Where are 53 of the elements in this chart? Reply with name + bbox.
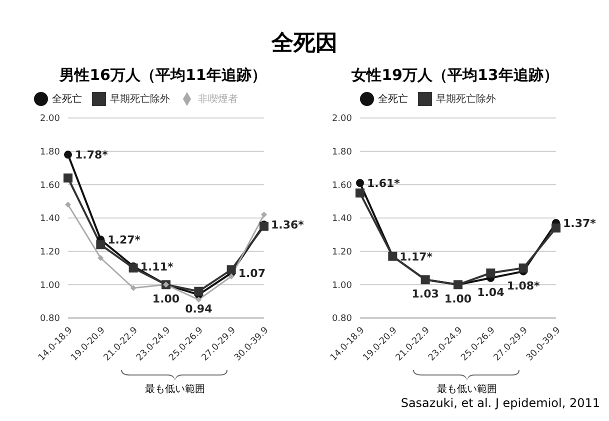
y-tick-label: 2.00 — [40, 114, 60, 124]
data-label: 1.07 — [238, 267, 266, 280]
y-tick-label: 1.20 — [332, 248, 352, 258]
point — [130, 285, 136, 291]
data-label: 1.17* — [400, 250, 433, 264]
point — [356, 179, 364, 187]
legend-label: 早期死亡除外 — [110, 94, 170, 105]
y-tick-label: 1.80 — [332, 148, 352, 158]
legend-label: 全死亡 — [378, 94, 408, 105]
data-label: 1.08* — [506, 279, 540, 292]
point — [486, 268, 496, 278]
point — [196, 296, 202, 303]
point — [96, 240, 106, 250]
point — [518, 264, 528, 272]
point — [65, 202, 71, 208]
y-tick-label: 1.00 — [40, 280, 60, 291]
chart-subtitle: 男性16万人（平均11年追跡） — [58, 65, 268, 86]
legend-label: 早期死亡除外 — [436, 94, 496, 105]
data-label: 1.00 — [444, 292, 472, 306]
point — [98, 255, 104, 261]
chart-title: 女性19万人（平均13年追跡） — [350, 65, 560, 86]
data-label: 1.37* — [563, 217, 596, 230]
y-tick-label: 2.00 — [332, 114, 352, 124]
data-label: 1.11* — [140, 260, 174, 274]
point — [64, 150, 72, 159]
y-tick-label: 0.80 — [332, 314, 352, 324]
data-label: 1.78* — [75, 148, 108, 162]
y-tick-label: 1.40 — [332, 214, 352, 224]
text: Sasazuki, et al. J epidemiol, 2011 — [400, 396, 600, 410]
y-tick-label: 1.80 — [40, 148, 60, 158]
y-tick-label: 1.00 — [332, 280, 352, 291]
y-tick-label: 0.80 — [40, 314, 60, 324]
point — [356, 188, 364, 198]
point — [194, 286, 204, 296]
text: 最も低い範囲 — [436, 383, 498, 396]
legend-label: 全死亡 — [52, 94, 82, 105]
legend-label: 非喫煙者 — [198, 94, 238, 105]
data-label: 0.94 — [185, 302, 213, 316]
data-label: 1.27* — [108, 234, 141, 247]
y-tick-label: 1.40 — [40, 214, 60, 224]
y-tick-label: 1.20 — [40, 248, 60, 258]
point — [261, 212, 267, 218]
data-label: 1.03 — [412, 288, 439, 301]
data-label: 1.61* — [367, 177, 400, 190]
y-tick-label: 1.60 — [40, 180, 60, 191]
y-tick-label: 1.60 — [332, 180, 352, 191]
point — [64, 174, 72, 182]
text: 最も低い範囲 — [144, 383, 206, 396]
data-label: 1.04 — [477, 286, 505, 299]
point — [552, 224, 560, 232]
chart-title: 全死因 — [270, 30, 338, 58]
data-label: 1.00 — [152, 292, 180, 306]
data-label: 1.36* — [271, 218, 304, 232]
